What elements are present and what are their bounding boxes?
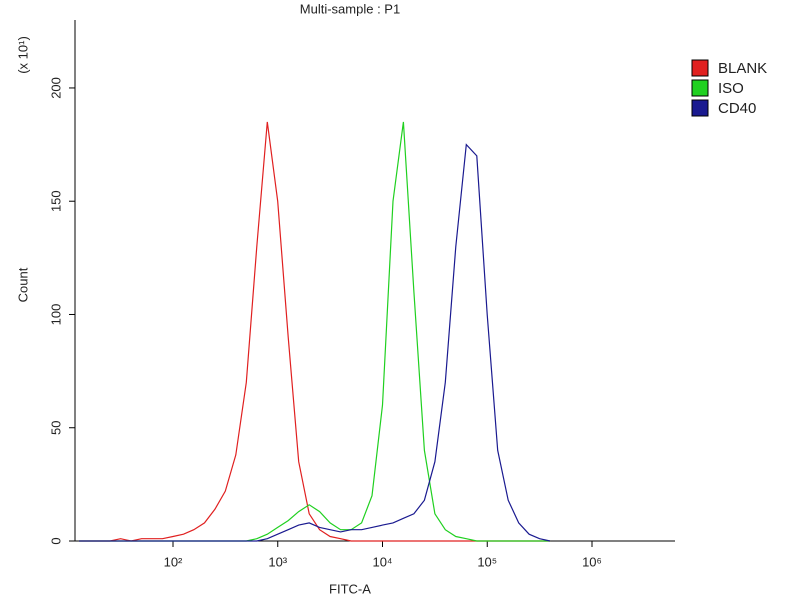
legend-label: BLANK bbox=[718, 60, 767, 77]
y-multiplier: (x 10¹) bbox=[15, 36, 30, 74]
legend-swatch bbox=[691, 99, 709, 117]
chart-title: Multi-sample : P1 bbox=[300, 1, 400, 16]
x-tick-label: 10³ bbox=[268, 554, 287, 569]
series-line bbox=[78, 143, 551, 542]
x-tick-label: 10⁶ bbox=[582, 554, 602, 569]
series-line bbox=[78, 121, 551, 542]
legend-swatch bbox=[691, 59, 709, 77]
y-tick-label: 0 bbox=[48, 537, 63, 544]
x-tick-label: 10⁵ bbox=[477, 554, 497, 569]
legend-label: ISO bbox=[718, 80, 744, 97]
y-tick-label: 150 bbox=[48, 190, 63, 212]
series-line bbox=[78, 121, 551, 542]
y-tick-label: 50 bbox=[48, 421, 63, 435]
legend-swatch bbox=[691, 79, 709, 97]
x-axis-label: FITC-A bbox=[329, 581, 371, 596]
legend-label: CD40 bbox=[718, 100, 756, 117]
x-tick-label: 10² bbox=[164, 554, 183, 569]
y-tick-label: 200 bbox=[48, 77, 63, 99]
y-axis-label: Count bbox=[15, 267, 30, 302]
x-tick-label: 10⁴ bbox=[372, 554, 392, 569]
y-tick-label: 100 bbox=[48, 304, 63, 326]
